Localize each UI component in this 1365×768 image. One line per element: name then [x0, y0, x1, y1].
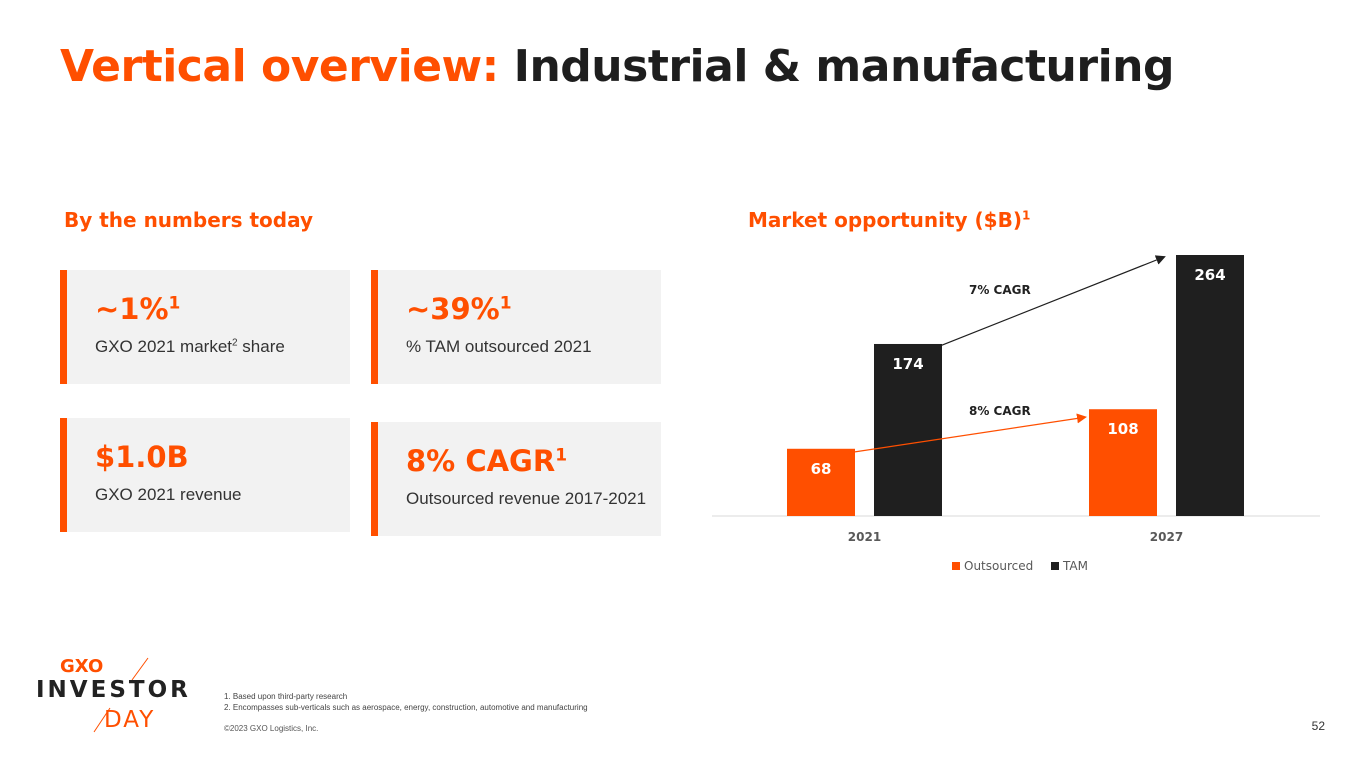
bar-tam-2021: [874, 343, 942, 516]
footnote-1: 1. Based upon third-party research: [224, 692, 348, 701]
cagr-arrow-outsourced: [848, 413, 1087, 454]
cagr-annotation-outsourced: 8% CAGR: [969, 404, 1031, 418]
logo-slash-icon: [93, 657, 149, 733]
data-label: 174: [892, 355, 923, 373]
investor-day-logo: GXO INVESTOR DAY: [36, 652, 206, 742]
stat-label-text: GXO 2021 market: [95, 337, 233, 356]
stat-value: $1.0B: [95, 440, 189, 474]
legend-label-outsourced: Outsourced: [964, 559, 1033, 573]
stat-card-revenue: $1.0B GXO 2021 revenue: [60, 418, 350, 532]
stat-value: 8% CAGR1: [406, 444, 567, 478]
stat-card-cagr: 8% CAGR1 Outsourced revenue 2017-2021: [371, 422, 661, 536]
stat-label: % TAM outsourced 2021: [406, 337, 592, 356]
bar-outsourced-2021: [787, 448, 855, 516]
legend-swatch-tam: [1051, 562, 1059, 570]
stat-label-footnote: 2: [232, 337, 238, 349]
market-heading: Market opportunity ($B)1: [748, 208, 1030, 232]
stat-value-footnote: 1: [168, 293, 181, 314]
stat-card-market-share: ~1%1 GXO 2021 market2 share: [60, 270, 350, 384]
stat-value-footnote: 1: [499, 293, 512, 314]
x-tick-label: 2027: [1150, 530, 1183, 544]
stat-label: GXO 2021 market2 share: [95, 337, 285, 357]
stat-value-text: 8% CAGR: [406, 444, 556, 478]
stat-value-text: ~1%: [95, 292, 169, 326]
stat-value-footnote: 1: [555, 445, 568, 466]
page-title-accent: Vertical overview:: [60, 41, 499, 92]
legend-label-tam: TAM: [1062, 559, 1088, 573]
data-label: 264: [1194, 266, 1225, 284]
market-heading-text: Market opportunity ($B): [748, 208, 1022, 232]
bar-tam-2027: [1176, 255, 1244, 516]
stat-label: GXO 2021 revenue: [95, 485, 242, 504]
page-number: 52: [1311, 719, 1325, 733]
page-title: Vertical overview: Industrial & manufact…: [60, 38, 1174, 96]
data-label: 68: [811, 460, 832, 478]
stat-value-text: ~39%: [406, 292, 500, 326]
data-label: 108: [1107, 420, 1138, 438]
x-tick-label: 2021: [848, 530, 881, 544]
logo-line-day: DAY: [104, 707, 156, 733]
footnote-2: 2. Encompasses sub-verticals such as aer…: [224, 703, 588, 712]
stat-value: ~39%1: [406, 292, 512, 326]
stat-card-tam-outsourced: ~39%1 % TAM outsourced 2021: [371, 270, 661, 384]
page-title-rest: Industrial & manufacturing: [513, 41, 1175, 92]
market-opportunity-chart: 68 108 174 264 2021 2027 7% CAGR 8% CAGR Outsour…: [712, 255, 1320, 573]
logo-line-investor: INVESTOR: [36, 677, 191, 703]
cagr-arrow-tam: [939, 255, 1166, 347]
cagr-annotation-tam: 7% CAGR: [969, 283, 1031, 297]
stat-label-tail: share: [237, 337, 285, 356]
legend-swatch-outsourced: [952, 562, 960, 570]
copyright: ©2023 GXO Logistics, Inc.: [224, 724, 319, 733]
market-heading-footnote: 1: [1021, 208, 1031, 223]
numbers-heading: By the numbers today: [64, 208, 314, 232]
logo-brand: GXO: [60, 656, 104, 677]
stat-label: Outsourced revenue 2017-2021: [406, 489, 647, 508]
bar-outsourced-2027: [1089, 409, 1157, 516]
stat-value: ~1%1: [95, 292, 180, 326]
